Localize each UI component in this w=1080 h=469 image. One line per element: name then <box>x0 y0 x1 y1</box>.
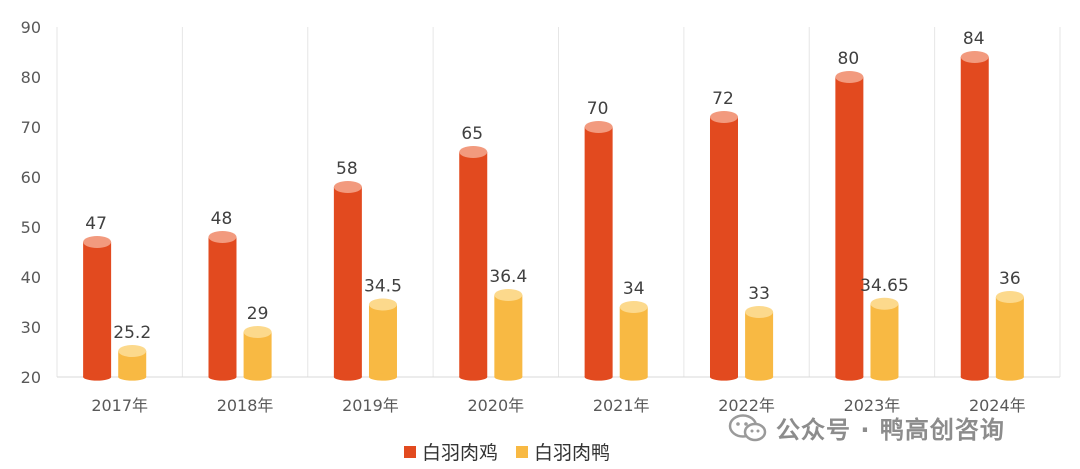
bar-chicken <box>333 187 362 377</box>
bar-base <box>870 373 899 381</box>
bar-top <box>243 326 272 338</box>
y-tick-label: 90 <box>21 18 41 37</box>
data-label: 34.65 <box>860 276 909 296</box>
bar-top <box>333 181 362 193</box>
data-label: 47 <box>85 214 107 234</box>
data-label: 34 <box>623 279 645 299</box>
bar-base <box>745 373 774 381</box>
legend-item-duck: 白羽肉鸭 <box>516 438 610 465</box>
data-label: 29 <box>247 304 269 324</box>
bar-duck <box>870 303 899 377</box>
data-label: 36 <box>999 269 1021 289</box>
y-tick-label: 80 <box>21 68 41 87</box>
bar-chicken <box>584 127 613 377</box>
x-tick-label: 2020年 <box>467 396 524 415</box>
bar-chicken <box>83 242 112 377</box>
x-tick-label: 2017年 <box>91 396 148 415</box>
y-tick-label: 20 <box>21 368 41 387</box>
bar-base <box>709 373 738 381</box>
data-label: 34.5 <box>364 277 402 297</box>
data-label: 48 <box>211 209 233 229</box>
bar-chicken <box>459 152 488 377</box>
bar-base <box>494 373 523 381</box>
bar-top <box>709 111 738 123</box>
data-label: 33 <box>748 284 770 304</box>
data-label: 70 <box>587 99 609 119</box>
x-tick-label: 2022年 <box>718 396 775 415</box>
bar-base <box>584 373 613 381</box>
bar-base <box>960 373 989 381</box>
bar-base <box>243 373 272 381</box>
bar-chicken <box>709 117 738 377</box>
bar-duck <box>368 304 397 377</box>
bar-base <box>995 373 1024 381</box>
y-tick-label: 40 <box>21 268 41 287</box>
data-label: 80 <box>838 49 860 69</box>
bar-duck <box>619 307 648 377</box>
legend-swatch-duck <box>516 445 529 458</box>
watermark-text: 公众号 · 鸭高创咨询 <box>776 416 1005 444</box>
data-label: 84 <box>963 29 985 49</box>
bar-base <box>83 373 112 381</box>
x-tick-label: 2021年 <box>593 396 650 415</box>
legend-item-chicken: 白羽肉鸡 <box>404 438 498 465</box>
x-tick-label: 2023年 <box>844 396 901 415</box>
data-label: 65 <box>461 124 483 144</box>
bar-duck <box>745 312 774 377</box>
bar-base <box>118 373 147 381</box>
wechat-icon <box>728 413 767 441</box>
y-tick-label: 50 <box>21 218 41 237</box>
watermark: 公众号 · 鸭高创咨询 <box>728 410 1005 445</box>
bar-top <box>835 71 864 83</box>
bar-top <box>459 146 488 158</box>
bar-top <box>118 345 147 357</box>
legend-swatch-chicken <box>404 445 416 458</box>
bar-top <box>83 236 112 248</box>
legend-label-duck: 白羽肉鸭 <box>534 442 611 464</box>
bar-top <box>208 231 237 243</box>
x-tick-label: 2019年 <box>342 396 399 415</box>
bar-base <box>333 373 362 381</box>
bar-top <box>619 301 648 313</box>
data-label: 36.4 <box>489 267 527 287</box>
bar-duck <box>494 295 523 377</box>
bar-chicken <box>208 237 237 377</box>
data-label: 25.2 <box>113 323 151 343</box>
bar-top <box>870 297 899 310</box>
bar-top <box>960 51 989 63</box>
x-tick-label: 2024年 <box>969 396 1026 415</box>
bar-top <box>745 306 774 318</box>
bar-chicken <box>835 77 864 377</box>
bar-top <box>995 291 1024 303</box>
bar-duck <box>995 297 1024 377</box>
legend-label-chicken: 白羽肉鸡 <box>422 442 499 464</box>
bar-base <box>835 373 864 381</box>
bar-base <box>208 373 237 381</box>
legend: 白羽肉鸡 白羽肉鸭 <box>404 438 610 465</box>
bar-top <box>494 289 523 301</box>
bar-base <box>459 373 488 381</box>
bar-top <box>584 121 613 133</box>
y-tick-label: 60 <box>21 168 41 187</box>
x-tick-label: 2018年 <box>217 396 274 415</box>
bar-chicken <box>960 57 989 377</box>
data-label: 72 <box>712 89 734 109</box>
bar-duck <box>243 332 272 377</box>
bar-top <box>368 298 397 311</box>
bar-base <box>368 373 397 381</box>
y-tick-label: 30 <box>21 318 41 337</box>
bar-base <box>619 373 648 381</box>
y-tick-label: 70 <box>21 118 41 137</box>
data-label: 58 <box>336 159 358 179</box>
